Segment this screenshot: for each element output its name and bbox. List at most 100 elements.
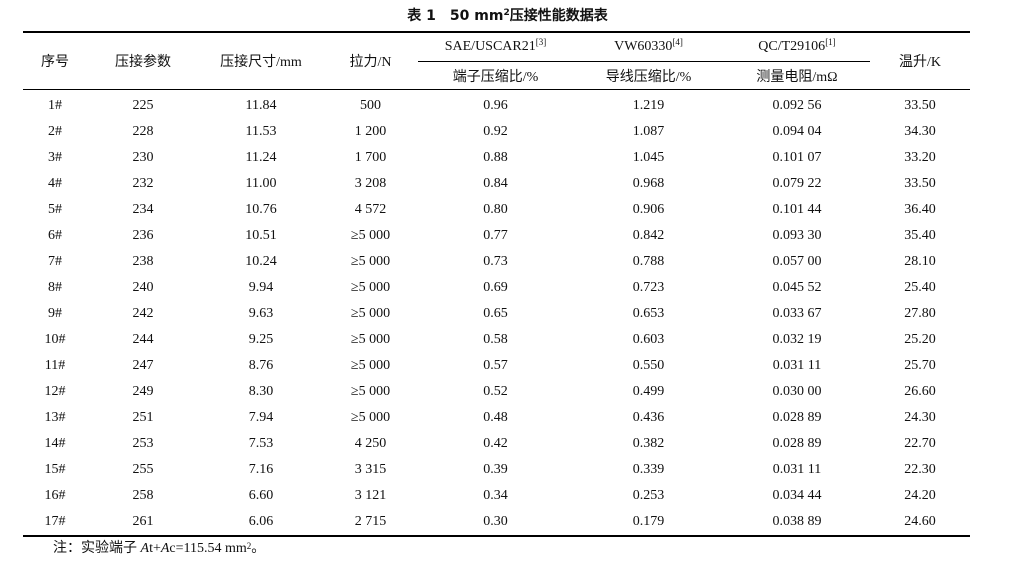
- cell-force: 3 315: [354, 462, 387, 477]
- cell-size: 7.94: [248, 410, 274, 425]
- cell-param: 240: [132, 280, 154, 295]
- table-title: 表 1 50 mm2压接性能数据表: [0, 6, 1015, 26]
- cell-param: 244: [132, 332, 154, 347]
- cell-seq: 2#: [48, 124, 62, 139]
- cell-vw: 0.842: [632, 228, 665, 243]
- cell-vw: 0.499: [632, 384, 665, 399]
- cell-seq: 3#: [48, 150, 62, 165]
- note-var-b: A: [160, 541, 170, 556]
- cell-vw: 1.219: [632, 98, 665, 113]
- cell-seq: 11#: [44, 358, 66, 373]
- cell-size: 7.16: [248, 462, 274, 477]
- cell-size: 10.24: [245, 254, 277, 269]
- cell-temp: 24.30: [904, 410, 936, 425]
- cell-seq: 9#: [48, 306, 62, 321]
- cell-qc: 0.101 07: [772, 150, 822, 165]
- cell-size: 10.76: [245, 202, 277, 217]
- header-vw-label: VW60330: [614, 39, 673, 54]
- cell-sae: 0.48: [483, 410, 508, 425]
- cell-force: ≥5 000: [350, 228, 391, 243]
- table-row: 14# 253 7.53 4 250 0.42 0.382 0.028 89 22.70: [23, 431, 970, 457]
- cell-force: 1 200: [354, 124, 387, 139]
- cell-sae: 0.34: [483, 488, 508, 503]
- cell-temp: 33.20: [904, 150, 936, 165]
- cell-seq: 16#: [44, 488, 66, 503]
- cell-qc: 0.092 56: [772, 98, 822, 113]
- table-row: 11# 247 8.76 ≥5 000 0.57 0.550 0.031 11 25.70: [23, 353, 970, 379]
- header-force: 拉力/N: [323, 31, 418, 90]
- cell-seq: 1#: [48, 98, 62, 113]
- cell-vw: 0.788: [632, 254, 665, 269]
- cell-size: 9.63: [248, 306, 274, 321]
- table-row: 13# 251 7.94 ≥5 000 0.48 0.436 0.028 89 24.30: [23, 405, 970, 431]
- cell-sae: 0.92: [483, 124, 508, 139]
- cell-temp: 24.60: [870, 509, 970, 537]
- cell-seq: 15#: [44, 462, 66, 477]
- cell-vw: 0.603: [632, 332, 665, 347]
- header-qc-ref: [1]: [825, 37, 836, 47]
- cell-param: 242: [132, 306, 154, 321]
- cell-force: ≥5 000: [350, 332, 391, 347]
- cell-force: 4 572: [354, 202, 387, 217]
- cell-qc: 0.030 00: [772, 384, 822, 399]
- cell-param: 234: [132, 202, 154, 217]
- cell-sae: 0.69: [483, 280, 508, 295]
- cell-temp: 26.60: [904, 384, 936, 399]
- table-row: 12# 249 8.30 ≥5 000 0.52 0.499 0.030 00 26.60: [23, 379, 970, 405]
- cell-seq: 6#: [48, 228, 62, 243]
- cell-sae: 0.96: [483, 98, 508, 113]
- cell-seq: 10#: [44, 332, 66, 347]
- header-vw-ref: [4]: [672, 37, 683, 47]
- title-superscript: 2: [503, 8, 510, 18]
- cell-seq: 7#: [48, 254, 62, 269]
- header-sae-ref: [3]: [535, 37, 547, 47]
- cell-qc: 0.038 89: [724, 509, 870, 537]
- cell-force: 3 208: [354, 176, 387, 191]
- cell-sae: 0.58: [483, 332, 508, 347]
- cell-qc: 0.093 30: [772, 228, 822, 243]
- cell-vw: 1.087: [632, 124, 665, 139]
- cell-size: 11.24: [245, 150, 277, 165]
- cell-vw: 0.723: [632, 280, 665, 295]
- table-note: 注：实验端子 At+Ac=115.54 mm2。: [53, 539, 265, 559]
- cell-sae: 0.73: [483, 254, 508, 269]
- cell-seq: 13#: [44, 410, 66, 425]
- cell-vw: 0.339: [632, 462, 665, 477]
- cell-vw: 1.045: [632, 150, 665, 165]
- cell-size: 11.84: [245, 98, 277, 113]
- cell-temp: 33.50: [904, 176, 936, 191]
- cell-qc: 0.031 11: [772, 358, 822, 373]
- cell-qc: 0.101 44: [772, 202, 822, 217]
- cell-temp: 27.80: [904, 306, 936, 321]
- header-sae-label: SAE/USCAR21: [444, 39, 536, 54]
- header-sae-sub: 端子压缩比/%: [418, 61, 573, 90]
- cell-param: 258: [132, 488, 154, 503]
- crimp-performance-table: 序号 压接参数 压接尺寸/mm 拉力/N SAE/USCAR21[3] VW60…: [23, 31, 970, 537]
- cell-force: 2 715: [323, 509, 418, 537]
- cell-force: 500: [360, 98, 381, 113]
- cell-temp: 35.40: [904, 228, 936, 243]
- table-row: 1# 225 11.84 500 0.96 1.219 0.092 56 33.50: [23, 90, 970, 120]
- cell-sae: 0.84: [483, 176, 508, 191]
- cell-force: ≥5 000: [350, 358, 391, 373]
- cell-qc: 0.032 19: [772, 332, 822, 347]
- table-row: 15# 255 7.16 3 315 0.39 0.339 0.031 11 22.30: [23, 457, 970, 483]
- cell-qc: 0.057 00: [772, 254, 822, 269]
- cell-seq: 14#: [44, 436, 66, 451]
- cell-temp: 34.30: [904, 124, 936, 139]
- cell-temp: 36.40: [904, 202, 936, 217]
- cell-param: 238: [132, 254, 154, 269]
- cell-vw: 0.550: [632, 358, 665, 373]
- table-row: 16# 258 6.60 3 121 0.34 0.253 0.034 44 24.20: [23, 483, 970, 509]
- cell-param: 230: [132, 150, 154, 165]
- cell-param: 247: [132, 358, 154, 373]
- note-var-b-sub: c: [169, 541, 176, 556]
- note-plus: +: [152, 541, 161, 556]
- cell-vw: 0.968: [632, 176, 665, 191]
- cell-param: 251: [132, 410, 154, 425]
- header-vw-sub: 导线压缩比/%: [573, 61, 724, 90]
- cell-sae: 0.52: [483, 384, 508, 399]
- cell-param: 249: [132, 384, 154, 399]
- header-sae: SAE/USCAR21[3]: [418, 31, 573, 62]
- table-row: 17# 261 6.06 2 715 0.30 0.179 0.038 89 24.60: [23, 509, 970, 537]
